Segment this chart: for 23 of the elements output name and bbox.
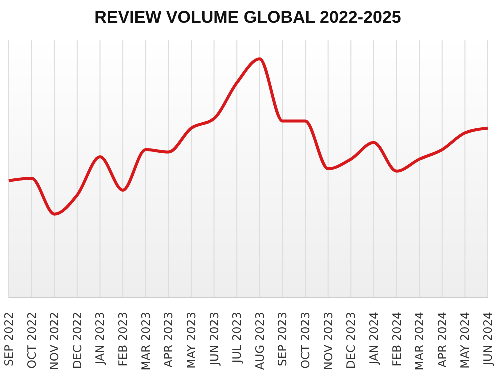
x-tick-label: MAR 2024 [412, 312, 427, 371]
x-tick-label: AUG 2023 [252, 312, 267, 370]
x-tick-label: MAY 2023 [184, 312, 198, 369]
x-tick-label: JUN 2024 [481, 312, 495, 366]
x-tick-label: MAY 2024 [458, 312, 472, 369]
x-tick-label: FEB 2024 [390, 312, 404, 367]
x-tick-label: DEC 2022 [70, 312, 84, 370]
x-tick-label: DEC 2023 [344, 312, 358, 370]
x-tick-label: FEB 2023 [116, 312, 130, 367]
chart-title: REVIEW VOLUME GLOBAL 2022-2025 [94, 8, 402, 28]
x-tick-label: SEP 2022 [2, 312, 16, 366]
x-tick-label: MAR 2023 [138, 312, 153, 371]
x-tick-label: NOV 2023 [321, 312, 336, 370]
x-tick-label: OCT 2022 [24, 312, 39, 370]
x-tick-label: JAN 2023 [93, 312, 108, 366]
x-tick-label: NOV 2022 [48, 312, 62, 370]
x-tick-label: JAN 2024 [366, 312, 381, 366]
x-tick-label: APR 2023 [162, 312, 176, 368]
x-tick-label: OCT 2023 [298, 312, 313, 370]
x-tick-label: JUN 2023 [207, 312, 222, 366]
x-tick-label: APR 2024 [435, 312, 450, 368]
x-tick-label: JUL 2023 [230, 312, 244, 364]
x-tick-label: SEP 2023 [276, 312, 290, 366]
